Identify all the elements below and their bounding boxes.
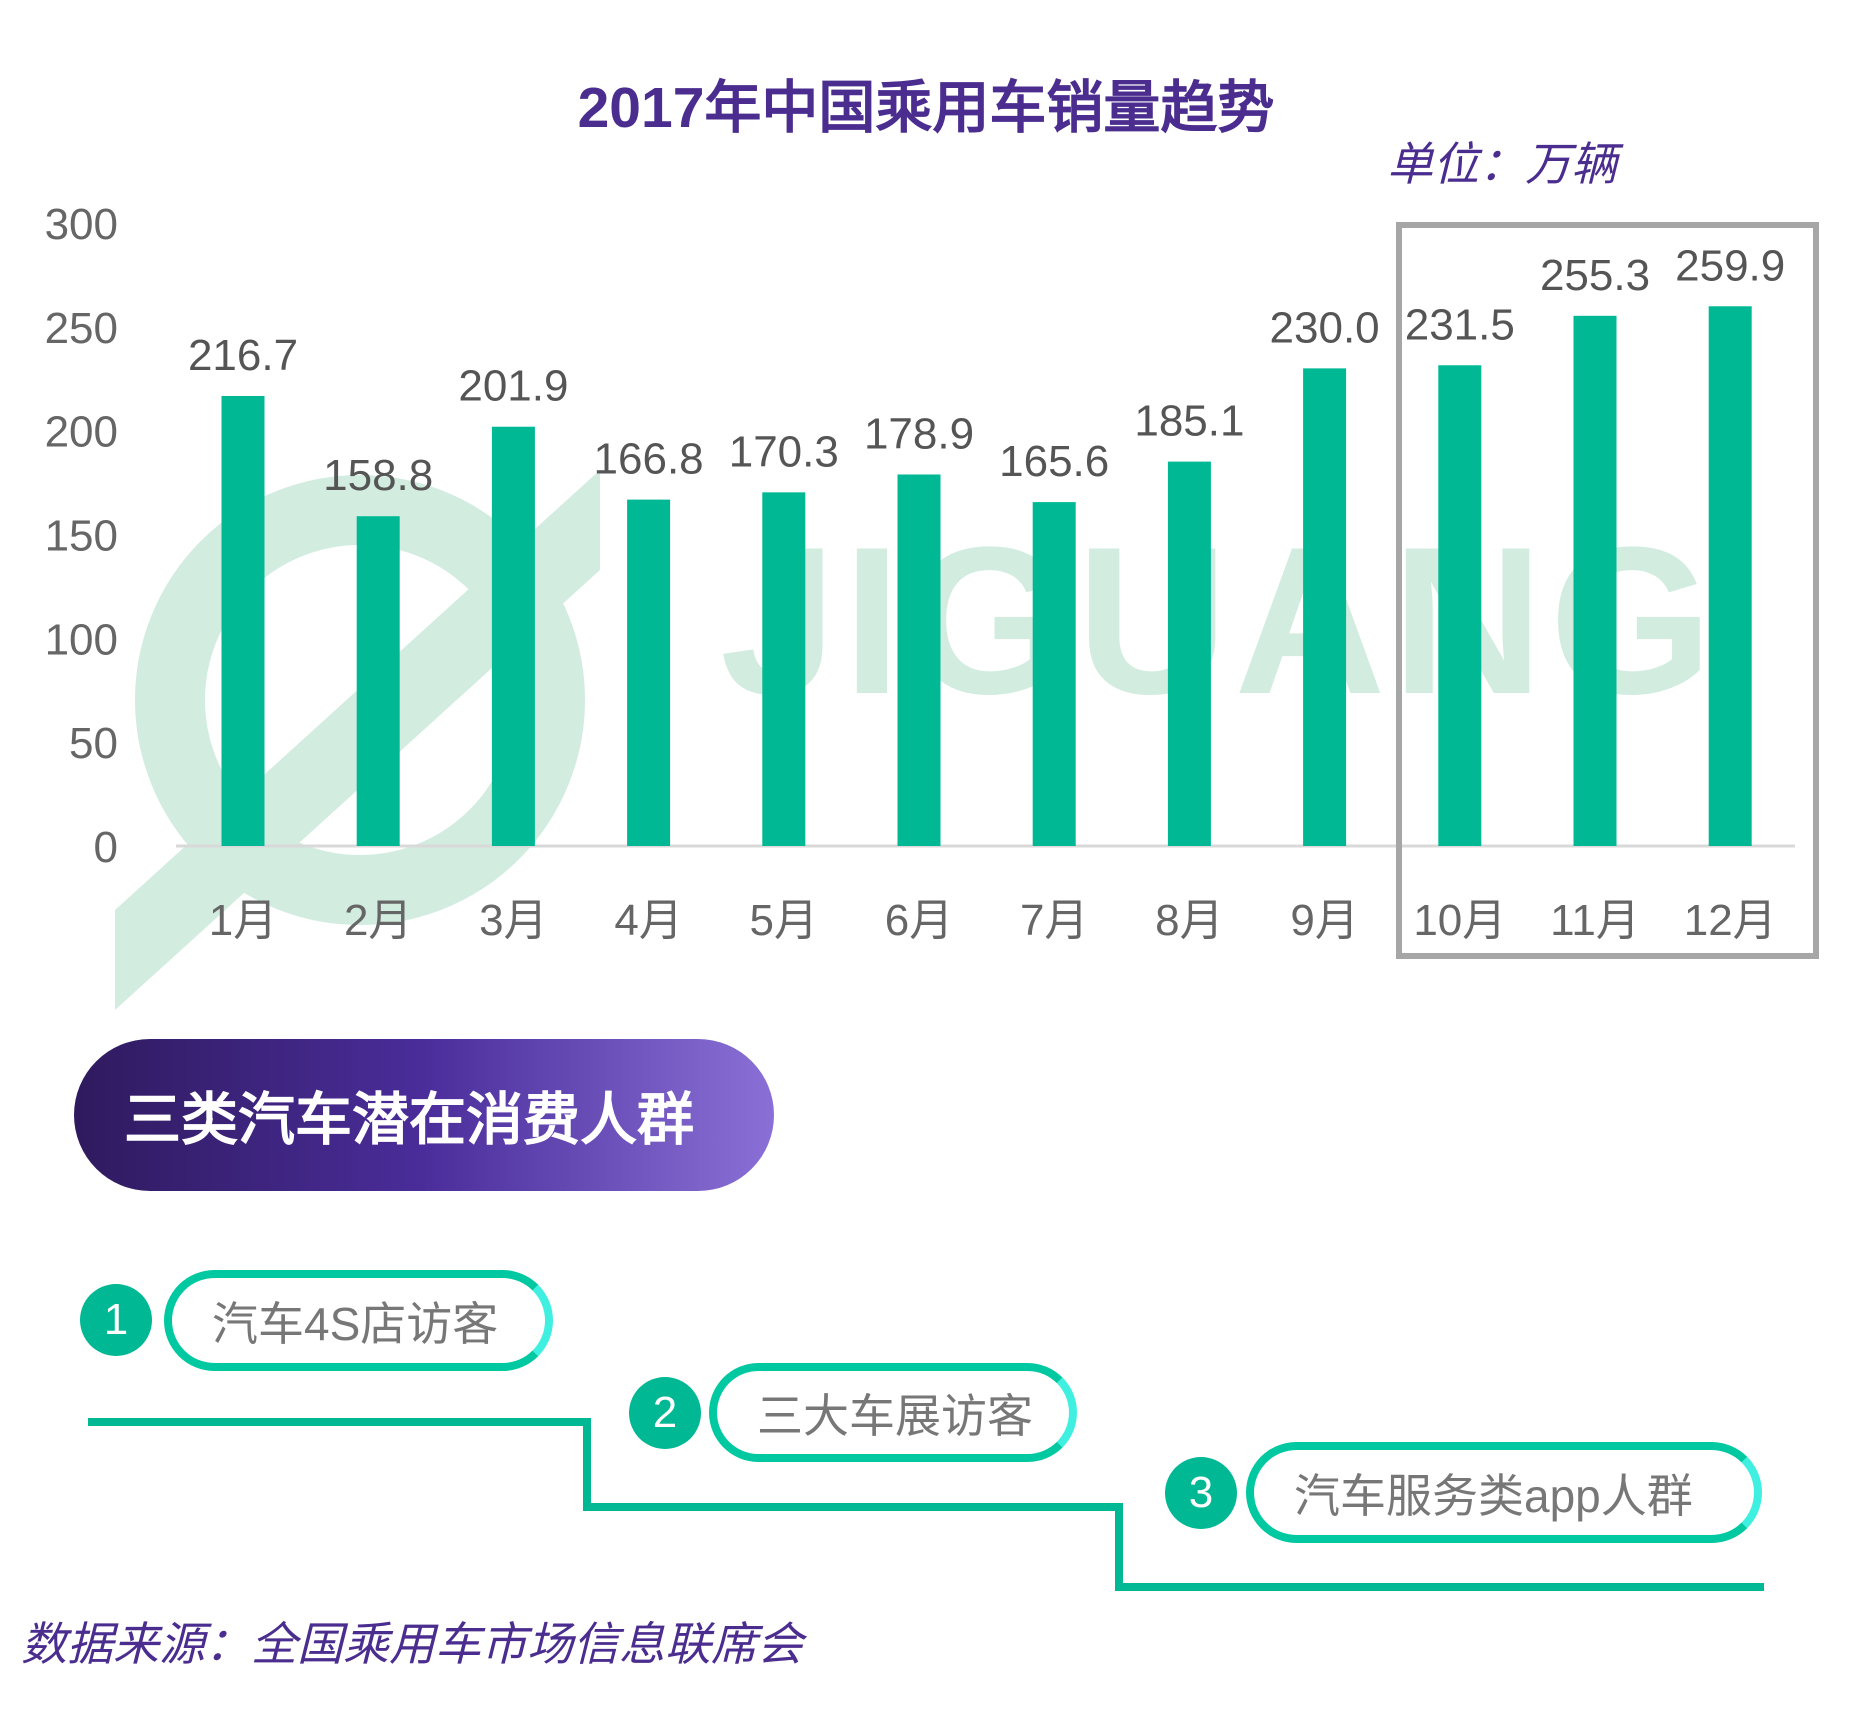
y-tick-label: 300 — [45, 200, 118, 249]
x-tick-label: 7月 — [1020, 896, 1088, 945]
x-tick-label: 8月 — [1155, 896, 1223, 945]
x-tick-label: 10月 — [1413, 896, 1506, 945]
data-label: 259.9 — [1675, 241, 1785, 290]
y-tick-label: 200 — [45, 408, 118, 457]
item-tag-2: 三大车展访客 — [709, 1363, 1077, 1462]
bar — [627, 499, 671, 846]
data-label: 255.3 — [1540, 251, 1650, 300]
bar — [1032, 502, 1076, 846]
data-label: 165.6 — [999, 437, 1109, 486]
bar — [1573, 315, 1617, 846]
highlight-box — [1396, 222, 1819, 959]
x-tick-label: 4月 — [614, 896, 682, 945]
data-label: 166.8 — [594, 435, 704, 484]
x-tick-label: 12月 — [1684, 896, 1777, 945]
data-label: 158.8 — [323, 451, 433, 500]
y-tick-label: 50 — [69, 719, 118, 768]
x-tick-label: 5月 — [750, 896, 818, 945]
x-tick-label: 3月 — [479, 896, 547, 945]
bar — [1708, 306, 1752, 847]
bar — [897, 474, 941, 846]
data-source: 数据来源：全国乘用车市场信息联席会 — [21, 1618, 803, 1670]
chart-title: 2017年中国乘用车销量趋势 — [577, 76, 1275, 140]
item-number-3: 3 — [1165, 1457, 1237, 1529]
bar — [1167, 461, 1211, 846]
data-label: 230.0 — [1270, 303, 1380, 352]
item-number-1: 1 — [80, 1284, 152, 1356]
data-label: 178.9 — [864, 409, 974, 458]
y-tick-label: 150 — [45, 512, 118, 561]
bar — [1438, 365, 1482, 846]
watermark-logo: JIGUANG — [720, 503, 1719, 738]
item-number-2: 2 — [629, 1377, 701, 1449]
data-label: 185.1 — [1134, 397, 1244, 446]
bar-chart: 0 50 100 150 200 250 300 216.7 1月 158.8 2月 201.9 3月 1… — [45, 200, 1795, 945]
y-tick-label: 0 — [94, 823, 118, 872]
x-tick-label: 6月 — [885, 896, 953, 945]
x-tick-label: 1月 — [209, 896, 277, 945]
data-label: 201.9 — [458, 362, 568, 411]
bar — [356, 516, 400, 846]
bar — [491, 426, 535, 846]
data-label: 216.7 — [188, 331, 298, 380]
x-tick-label: 9月 — [1290, 896, 1358, 945]
data-label: 170.3 — [729, 427, 839, 476]
bar — [1303, 368, 1347, 846]
y-tick-label: 250 — [45, 304, 118, 353]
bar — [221, 395, 265, 846]
section-title: 三类汽车潜在消费人群 — [74, 1039, 774, 1191]
y-tick-label: 100 — [45, 615, 118, 664]
item-tag-1: 汽车4S店访客 — [164, 1270, 553, 1371]
unit-label: 单位：万辆 — [1387, 138, 1617, 190]
bar — [762, 492, 806, 846]
data-label: 231.5 — [1405, 300, 1515, 349]
x-tick-label: 11月 — [1550, 896, 1640, 945]
x-tick-label: 2月 — [344, 896, 412, 945]
item-tag-3: 汽车服务类app人群 — [1246, 1442, 1762, 1543]
